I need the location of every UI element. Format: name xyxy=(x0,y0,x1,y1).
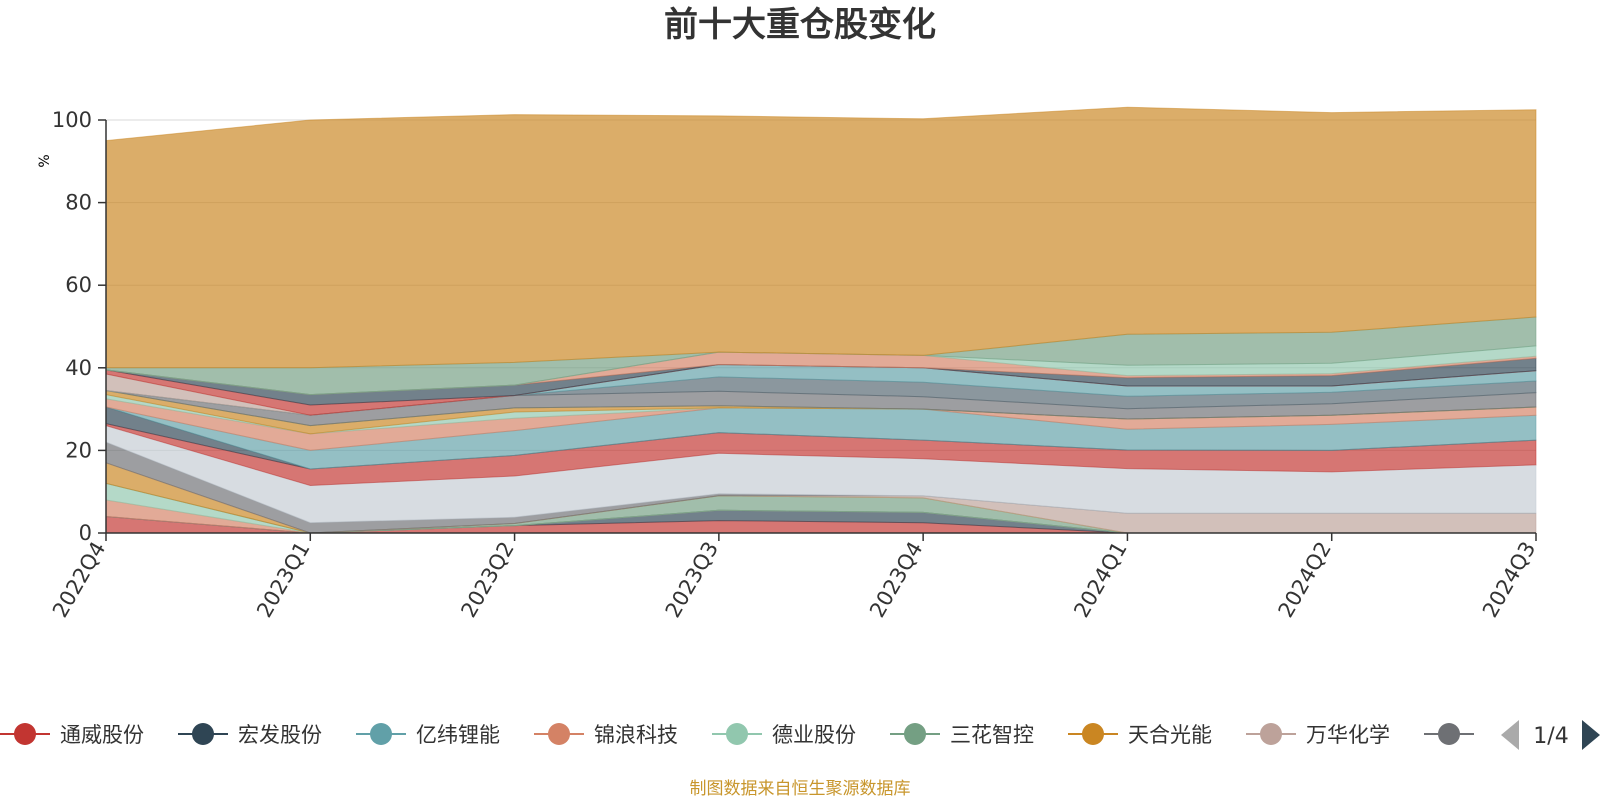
legend-marker xyxy=(904,723,926,745)
y-tick-label: 80 xyxy=(65,191,92,215)
legend-label: 德业股份 xyxy=(772,723,856,747)
legend-marker xyxy=(1438,723,1460,745)
legend-item[interactable]: 三花智控 xyxy=(890,723,1034,747)
y-tick-label: 40 xyxy=(65,356,92,380)
chart-title: 前十大重仓股变化 xyxy=(664,5,936,45)
legend-pager: 1/4 xyxy=(1501,720,1600,750)
y-tick-label: 0 xyxy=(79,521,92,545)
x-ticks: 2022Q4 2023Q1 2023Q2 2023Q3 2023Q4 2024Q1 2024… xyxy=(48,533,1540,622)
legend-item[interactable]: 天合光能 xyxy=(1068,723,1212,747)
source-note: 制图数据来自恒生聚源数据库 xyxy=(690,779,911,799)
legend: 通威股份 宏发股份 亿纬锂能 锦浪科技 德业股份 三花智控 天合光能 万华化学 xyxy=(0,723,1474,747)
y-tick-label: 20 xyxy=(65,438,92,462)
legend-marker xyxy=(726,723,748,745)
x-tick-label: 2023Q2 xyxy=(456,538,518,622)
legend-label: 三花智控 xyxy=(950,723,1034,747)
y-axis-unit: % xyxy=(37,154,53,167)
legend-label: 通威股份 xyxy=(60,723,144,747)
y-ticks: 0 20 40 60 80 100 xyxy=(52,108,106,545)
pager-next-icon[interactable] xyxy=(1582,720,1600,750)
x-tick-label: 2023Q4 xyxy=(865,538,927,622)
x-tick-label: 2024Q2 xyxy=(1274,538,1336,622)
x-tick-label: 2022Q4 xyxy=(48,538,110,622)
legend-marker xyxy=(14,723,36,745)
legend-item[interactable]: 亿纬锂能 xyxy=(356,723,500,747)
legend-item[interactable]: 万华化学 xyxy=(1246,723,1390,747)
pager-label: 1/4 xyxy=(1533,724,1568,749)
x-tick-label: 2024Q1 xyxy=(1069,538,1131,622)
pager-prev-icon[interactable] xyxy=(1501,720,1519,750)
legend-label: 亿纬锂能 xyxy=(416,723,500,747)
legend-label: 锦浪科技 xyxy=(594,723,678,747)
legend-marker xyxy=(192,723,214,745)
x-tick-label: 2023Q3 xyxy=(661,538,723,622)
axes xyxy=(105,120,1536,534)
legend-marker xyxy=(1260,723,1282,745)
legend-label: 宏发股份 xyxy=(238,723,322,747)
x-tick-label: 2024Q3 xyxy=(1478,538,1540,622)
area-series-26[interactable] xyxy=(105,106,1537,369)
y-tick-label: 60 xyxy=(65,273,92,297)
legend-item[interactable]: 锦浪科技 xyxy=(534,723,678,747)
y-tick-label: 100 xyxy=(52,108,92,132)
legend-marker xyxy=(1082,723,1104,745)
legend-label: 天合光能 xyxy=(1128,723,1212,747)
legend-label: 万华化学 xyxy=(1306,723,1390,747)
legend-marker xyxy=(370,723,392,745)
legend-item[interactable]: 通威股份 xyxy=(0,723,144,747)
legend-marker xyxy=(548,723,570,745)
x-tick-label: 2023Q1 xyxy=(252,538,314,622)
legend-item[interactable] xyxy=(1424,723,1474,745)
legend-item[interactable]: 宏发股份 xyxy=(178,723,322,747)
legend-item[interactable]: 德业股份 xyxy=(712,723,856,747)
area-series xyxy=(105,106,1537,534)
